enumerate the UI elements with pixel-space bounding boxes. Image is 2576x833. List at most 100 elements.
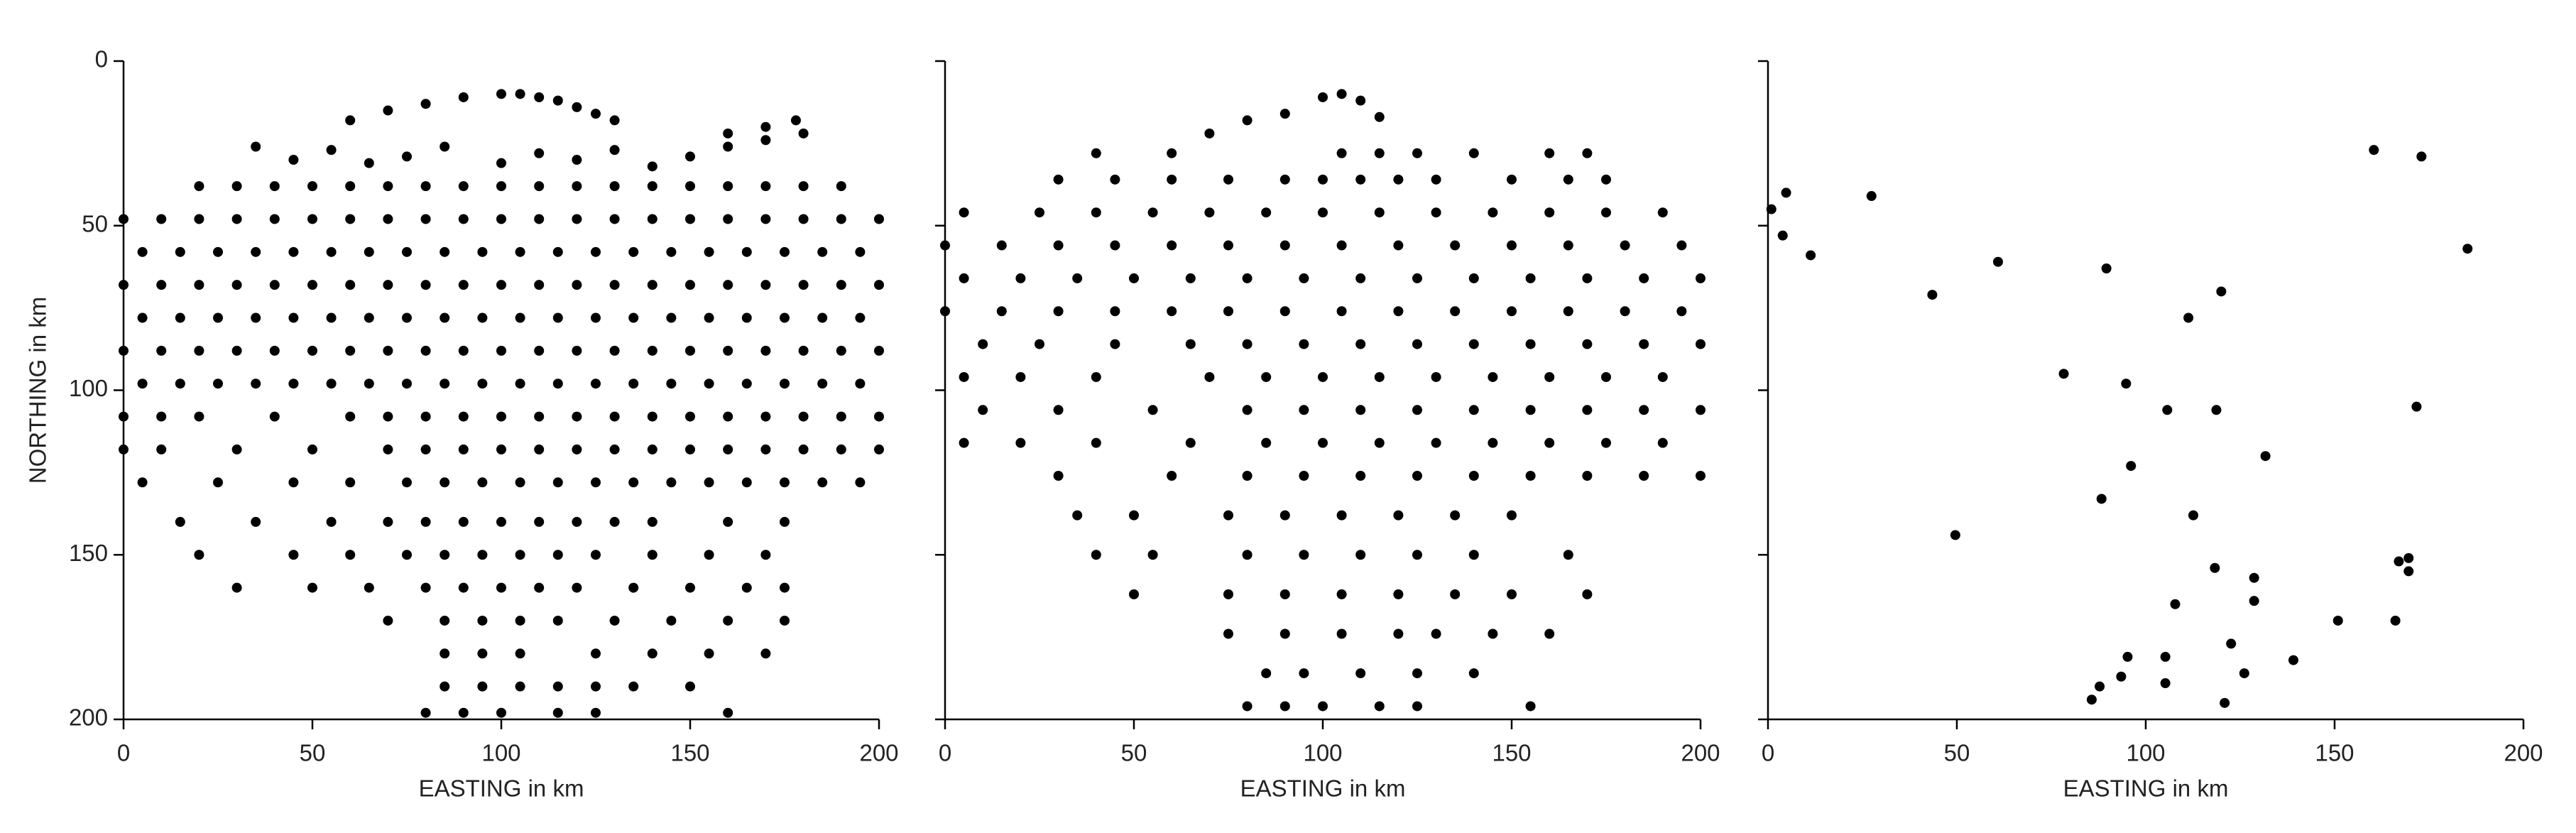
point <box>572 345 582 356</box>
point <box>780 615 790 626</box>
point <box>2160 651 2171 662</box>
point <box>704 379 714 389</box>
point <box>1601 437 1611 448</box>
point <box>1223 628 1233 639</box>
point <box>1091 148 1101 158</box>
point <box>420 707 431 718</box>
point <box>440 246 450 257</box>
point <box>685 280 695 290</box>
point <box>458 582 469 593</box>
point <box>1468 405 1479 415</box>
x-tick-label: 200 <box>859 740 898 766</box>
point <box>2160 678 2171 689</box>
point <box>515 615 525 626</box>
point <box>874 444 884 454</box>
point <box>1525 701 1536 712</box>
point <box>741 582 752 593</box>
point <box>723 444 733 454</box>
point <box>647 516 657 527</box>
point <box>591 109 601 119</box>
point <box>996 240 1007 251</box>
point <box>760 648 771 659</box>
point <box>760 135 771 146</box>
point <box>1468 148 1479 158</box>
point <box>269 214 280 224</box>
point <box>194 181 204 192</box>
point <box>1279 701 1290 712</box>
x-tick-label: 150 <box>670 740 709 766</box>
point <box>798 444 809 454</box>
point <box>1468 471 1479 481</box>
point <box>1223 306 1233 317</box>
point <box>2095 681 2105 692</box>
point <box>723 181 733 192</box>
point <box>780 379 790 389</box>
point <box>1992 256 2003 267</box>
point <box>1223 174 1233 185</box>
point <box>836 280 846 290</box>
point <box>2390 615 2401 626</box>
point <box>572 102 582 112</box>
point <box>874 280 884 290</box>
point <box>1053 240 1064 251</box>
point <box>420 411 431 422</box>
point <box>1204 207 1215 218</box>
point <box>2332 615 2343 626</box>
point <box>477 681 488 692</box>
point <box>798 128 809 138</box>
point <box>723 214 733 224</box>
point <box>2183 312 2194 323</box>
point <box>345 280 356 290</box>
point <box>1242 471 1252 481</box>
point <box>534 516 545 527</box>
point <box>420 345 431 356</box>
point <box>1279 109 1290 119</box>
x-tick-label: 0 <box>117 740 130 766</box>
point <box>213 312 223 323</box>
point <box>534 345 545 356</box>
point <box>2369 145 2379 156</box>
point <box>1393 628 1404 639</box>
point <box>2116 671 2127 682</box>
point <box>402 246 412 257</box>
point <box>1488 437 1498 448</box>
point <box>591 707 601 718</box>
point <box>440 477 450 488</box>
point <box>156 444 167 454</box>
point <box>855 246 866 257</box>
point <box>156 214 167 224</box>
point <box>458 345 469 356</box>
point <box>1468 668 1479 679</box>
point <box>231 181 242 192</box>
point <box>1242 115 1252 126</box>
point <box>364 312 374 323</box>
point <box>1544 148 1555 158</box>
point <box>1507 306 1517 317</box>
point <box>591 550 601 560</box>
point <box>1950 530 1960 540</box>
point <box>2101 263 2112 274</box>
point <box>572 181 582 192</box>
point <box>628 681 639 692</box>
point <box>1431 371 1441 382</box>
point <box>1299 339 1309 349</box>
point <box>1620 306 1630 317</box>
point <box>723 707 733 718</box>
point <box>1374 148 1385 158</box>
point <box>552 707 563 718</box>
point <box>251 312 261 323</box>
point <box>1393 174 1404 185</box>
point <box>1355 668 1366 679</box>
point <box>1563 306 1573 317</box>
point <box>628 246 639 257</box>
point <box>420 214 431 224</box>
point <box>194 214 204 224</box>
point <box>534 148 545 158</box>
point <box>628 312 639 323</box>
point <box>996 306 1007 317</box>
point <box>496 516 506 527</box>
point <box>440 312 450 323</box>
point <box>440 648 450 659</box>
point <box>723 615 733 626</box>
point <box>1129 273 1139 283</box>
